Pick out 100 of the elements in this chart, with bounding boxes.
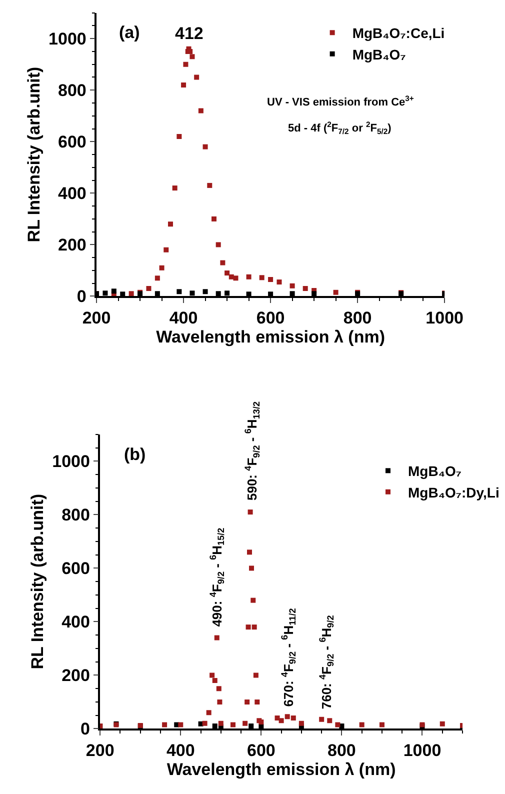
point: [268, 292, 274, 296]
point: [312, 291, 317, 296]
point: [268, 276, 274, 282]
point: [247, 550, 252, 555]
point: [154, 276, 160, 281]
y-tick-label: 600: [58, 132, 86, 152]
point: [290, 283, 295, 288]
x-tick-label: 600: [256, 308, 285, 328]
y-tick-label: 0: [76, 287, 86, 306]
y-tick-label: 0: [80, 720, 90, 739]
point: [220, 260, 226, 266]
point: [259, 275, 264, 280]
point: [111, 288, 116, 294]
y-tick-label: 600: [62, 559, 90, 578]
point: [212, 678, 218, 684]
point: [249, 566, 254, 571]
point: [212, 724, 218, 729]
point: [207, 182, 212, 188]
point: [198, 108, 204, 114]
y-tick-label: 200: [62, 666, 90, 686]
point: [218, 720, 224, 726]
point: [379, 722, 384, 728]
point: [246, 292, 252, 296]
point: [302, 286, 308, 291]
point: [253, 672, 258, 678]
annotation: (a): [119, 23, 140, 42]
y-tick-label: 800: [58, 81, 86, 100]
point: [202, 144, 208, 150]
point: [284, 714, 290, 720]
point: [190, 290, 195, 296]
legend-label: MgB₄O₇:Ce,Li: [352, 25, 445, 42]
point: [274, 716, 280, 721]
y-axis-title: RL Intensity (arb.unit): [24, 66, 44, 242]
point: [290, 716, 296, 721]
point: [298, 720, 304, 726]
point: [224, 270, 230, 276]
point: [120, 292, 126, 296]
point: [359, 722, 364, 728]
point: [252, 624, 257, 630]
point: [128, 291, 134, 296]
point: [214, 635, 220, 640]
annotation: UV - VIS emission from Ce$^{3+}$: [267, 94, 414, 109]
point: [210, 672, 215, 678]
annotation: (b): [124, 445, 146, 464]
point: [333, 290, 338, 295]
point: [250, 598, 256, 603]
y-tick-label: 1000: [52, 452, 90, 472]
point: [172, 186, 178, 191]
x-axis-title: Wavelength emission λ (nm): [166, 760, 396, 779]
point: [183, 62, 188, 67]
x-tick-label: 800: [328, 740, 356, 760]
point: [178, 722, 184, 728]
point: [164, 247, 169, 252]
point: [216, 242, 221, 248]
y-axis-title: RL Intensity (arb.unit): [28, 494, 48, 670]
point: [146, 286, 152, 291]
point: [230, 722, 236, 728]
point: [154, 291, 160, 296]
legend-label: MgB₄O₇:Dy,Li: [408, 484, 500, 500]
point: [276, 280, 282, 285]
point: [216, 291, 221, 296]
x-tick-label: 1000: [403, 740, 442, 760]
y-tick-label: 1000: [48, 30, 86, 49]
point: [202, 720, 208, 726]
point: [440, 721, 445, 726]
point: [327, 718, 332, 724]
point: [246, 274, 252, 280]
point: [181, 82, 186, 88]
point: [216, 686, 222, 692]
point: [254, 699, 260, 704]
legend-label: MgB₄O₇: [352, 46, 406, 62]
y-tick-label: 200: [58, 236, 86, 255]
y-tick-label: 400: [62, 612, 90, 632]
point: [246, 624, 251, 630]
text: 5d - 4f ($^{2}$F$_{7/2}$ or $^{2}$F$_{5/2}$): [288, 120, 392, 136]
annotation: 412: [175, 24, 204, 43]
x-axis-title: Wavelength emission λ (nm): [156, 327, 386, 346]
point: [242, 720, 248, 726]
point: [248, 510, 253, 515]
point: [224, 290, 230, 296]
point: [217, 699, 222, 704]
point: [319, 716, 324, 722]
x-tick-label: 400: [169, 308, 198, 328]
point: [176, 134, 182, 139]
point: [162, 722, 168, 728]
x-tick-label: 400: [166, 740, 195, 760]
point: [168, 222, 173, 227]
point: [194, 74, 200, 80]
x-tick-label: 800: [343, 308, 372, 328]
point: [190, 54, 195, 60]
legend-label: MgB₄O₇: [408, 463, 462, 480]
point: [202, 289, 208, 294]
point: [102, 290, 108, 296]
point: [211, 216, 216, 222]
point: [278, 718, 284, 724]
point: [244, 699, 250, 704]
y-tick-label: 400: [58, 184, 86, 204]
y-tick-label: 800: [62, 506, 90, 525]
x-tick-label: 600: [246, 740, 276, 760]
point: [206, 710, 212, 716]
